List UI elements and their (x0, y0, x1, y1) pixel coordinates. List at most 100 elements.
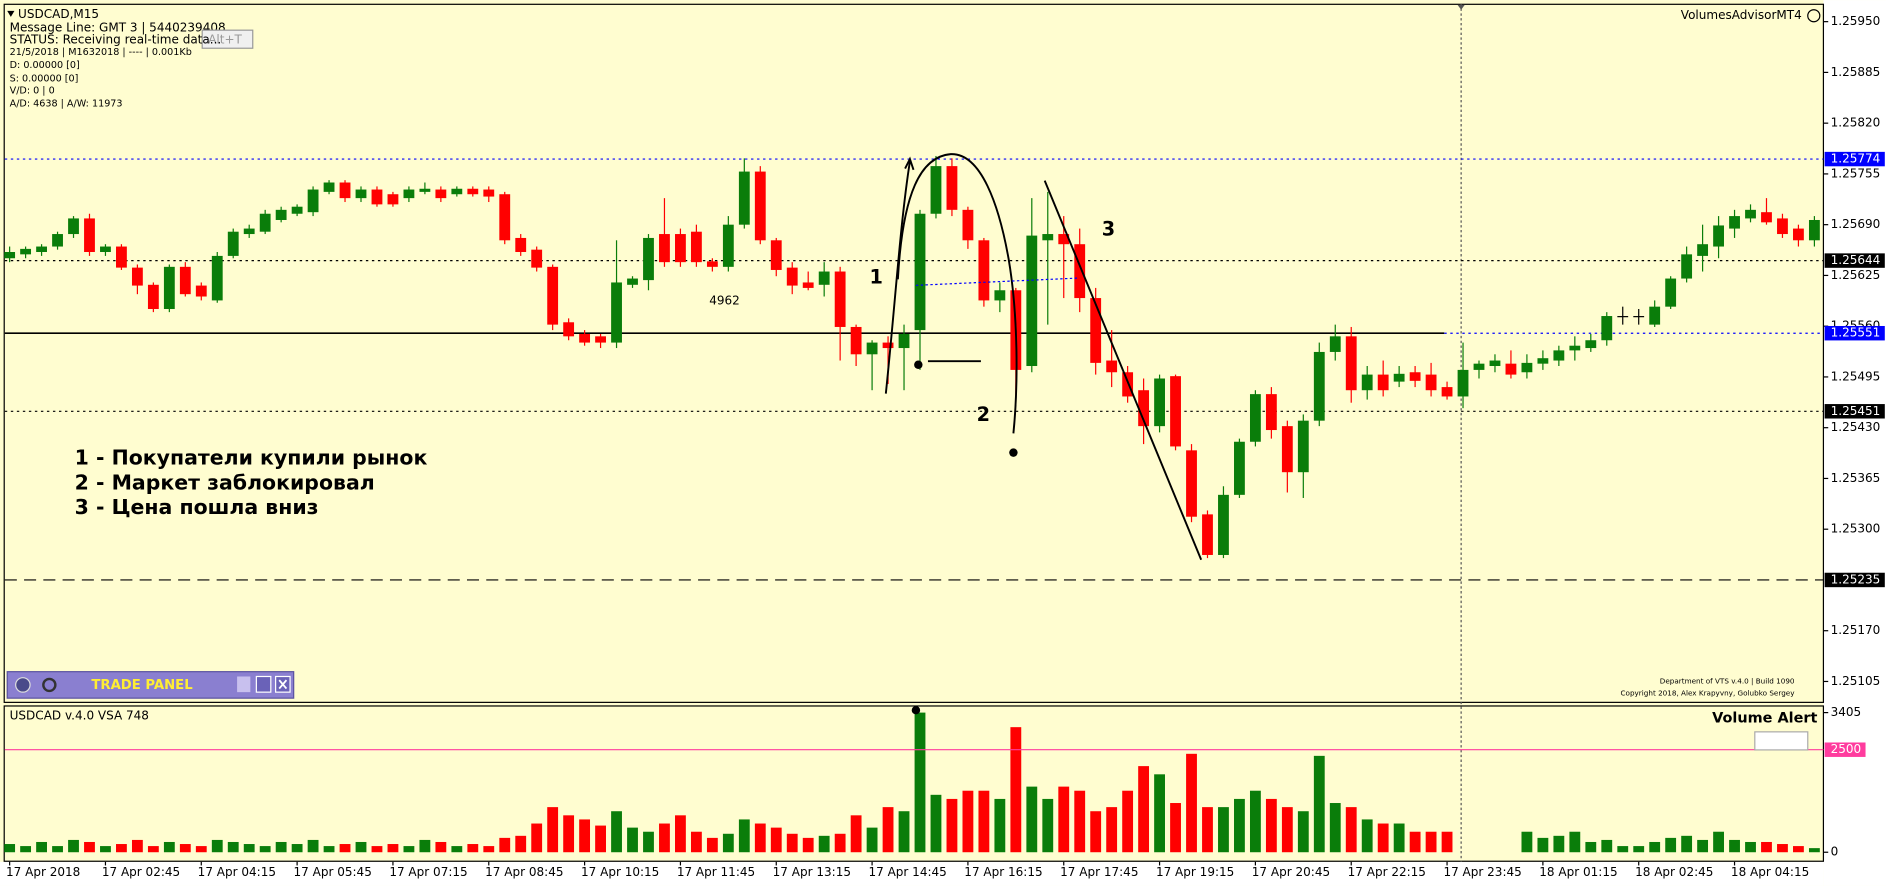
volume-bar (1234, 798, 1245, 853)
candle-body (195, 285, 207, 297)
candle-body (1026, 235, 1038, 367)
candle-body (770, 240, 782, 270)
volume-bar (563, 815, 575, 853)
x-tick-label: 17 Apr 11:45 (677, 865, 755, 879)
volume-bar (116, 844, 127, 853)
arrow-head (904, 156, 915, 171)
candle-body (179, 266, 191, 295)
volume-bar (1808, 848, 1820, 853)
candle-body (1202, 514, 1213, 555)
volume-bar (930, 794, 942, 853)
candle-body (627, 278, 638, 285)
note: 1 - Покупатели купили рынок (75, 446, 428, 470)
volume-bar (818, 835, 830, 853)
x-tick-label: 18 Apr 04:15 (1731, 865, 1809, 879)
volume-bar (1026, 786, 1038, 853)
annotation: 4962 (709, 293, 740, 307)
x-tick-label: 17 Apr 19:15 (1156, 865, 1234, 879)
volume-bar (531, 823, 543, 853)
dropdown-icon[interactable] (7, 10, 15, 17)
volume-bar (147, 846, 159, 853)
candle-body (1777, 218, 1788, 235)
candle-body (1553, 350, 1565, 361)
candle-body (946, 166, 958, 210)
candle-body (1377, 374, 1389, 391)
candle-body (1681, 254, 1693, 279)
note: 3 - Цена пошла вниз (75, 495, 319, 519)
volume-bar (547, 807, 559, 853)
volume-bar (515, 835, 527, 853)
volume-bar (1409, 831, 1421, 853)
volume-bar (323, 846, 335, 853)
volume-bar (690, 831, 702, 853)
candle-body (1281, 426, 1293, 473)
volume-bar (1042, 798, 1054, 853)
volume-bar (419, 839, 431, 853)
volume-bar (659, 823, 670, 853)
globe-icon[interactable] (15, 677, 31, 693)
volume-bar (339, 844, 351, 853)
candle-body (4, 252, 16, 259)
alert-box (1824, 742, 1866, 757)
candle-body (243, 228, 255, 235)
x-tick-label: 17 Apr 17:45 (1060, 865, 1138, 879)
volume-bar (1601, 839, 1613, 853)
volume-bar (387, 844, 399, 853)
volume-bar (914, 712, 926, 853)
volume-bar (1729, 839, 1740, 853)
candle-body (1042, 234, 1054, 241)
volume-bar (1537, 837, 1549, 853)
alert-input[interactable] (1754, 731, 1809, 751)
volume-bar (1329, 803, 1341, 853)
x-tick-label: 17 Apr 04:15 (198, 865, 276, 879)
candle-body (403, 189, 415, 199)
x-tick-label: 18 Apr 02:45 (1635, 865, 1713, 879)
candle-body (706, 261, 718, 267)
volume-bar (722, 833, 734, 853)
volume-bar (1793, 846, 1804, 853)
candle-body (1441, 387, 1453, 397)
restore-button[interactable] (255, 675, 272, 693)
volume-bar (1122, 790, 1134, 853)
candle-body (898, 333, 910, 349)
plot: 1.25950 1.25885 1.25820 1.25755 1.25690 1.256… (4, 14, 1885, 879)
candle-body (52, 234, 63, 247)
candle-body (355, 189, 367, 199)
info-line: 21/5/2018 | M1632018 | ---- | 0.001Kb (10, 47, 192, 58)
candle-body (1793, 228, 1804, 241)
alert-label: 2500 (1831, 742, 1862, 756)
y-tick-label: 3405 (1831, 705, 1862, 719)
volume-bar (483, 846, 495, 853)
volume-bar (1521, 831, 1533, 853)
candle-body (1521, 362, 1533, 373)
candle-body (1234, 441, 1245, 495)
candle-body (1713, 225, 1724, 247)
volume-bar (898, 811, 910, 853)
candle-body (1361, 374, 1373, 391)
candle-body (1058, 234, 1070, 245)
settings-icon[interactable] (42, 677, 57, 693)
indicator-name: VolumesAdvisorMT4 (1681, 8, 1802, 22)
tooltip-text: Alt+T (208, 32, 242, 46)
volume-bar (1345, 807, 1357, 853)
candle-body (1106, 360, 1118, 373)
trade-panel-title: TRADE PANEL (91, 678, 193, 693)
candle-body (1218, 494, 1229, 555)
volume-bar (994, 798, 1006, 853)
user-button[interactable] (237, 676, 251, 693)
info-line: D: 0.00000 [0] (10, 60, 80, 71)
volume-bar (211, 839, 223, 853)
volume-bar (68, 839, 79, 853)
volume-bar (1202, 807, 1213, 853)
y-tick-label: 1.25170 (1831, 623, 1881, 637)
volume-bar (355, 841, 367, 853)
candle-body (116, 246, 127, 268)
credit: Department of VTS v.4.0 | Build 1090 (1660, 676, 1795, 685)
volume-bar (738, 819, 750, 853)
x-tick-label: 17 Apr 20:45 (1252, 865, 1330, 879)
candle-body (802, 282, 814, 288)
price-level-label: 1.25774 (1831, 152, 1881, 166)
candle-body (211, 255, 223, 301)
candle-body (483, 189, 495, 197)
